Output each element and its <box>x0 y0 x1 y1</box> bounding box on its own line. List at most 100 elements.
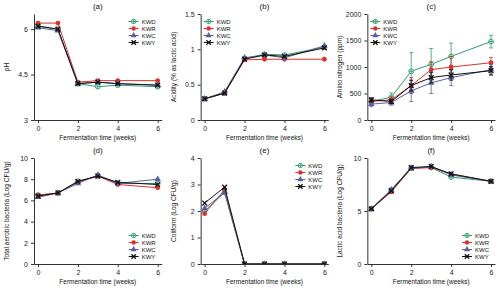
tick-mark <box>284 120 285 123</box>
tick: 6 <box>24 26 34 33</box>
tick-label: 6 <box>323 269 327 276</box>
panel: 024634.56(a)Fermentation time (weeks)pHK… <box>3 2 162 142</box>
tick: 0 <box>24 261 34 268</box>
tick-mark <box>364 41 367 42</box>
data-point <box>56 191 61 196</box>
x-axis: 0246 <box>35 120 163 132</box>
series-line <box>205 48 325 99</box>
tick-mark <box>364 67 367 68</box>
data-point <box>282 54 287 59</box>
axis-line <box>35 120 163 121</box>
legend-marker <box>131 26 135 30</box>
data-point <box>322 262 327 264</box>
series-line <box>38 176 158 195</box>
tick-mark <box>118 120 119 123</box>
panel: 024601234(e)Fermentation time (weeks)Col… <box>170 146 329 286</box>
legend-marker <box>373 40 377 44</box>
x-axis-title: Fermentation time (weeks) <box>393 134 470 142</box>
tick: 1000 <box>346 64 368 71</box>
x-axis-title: Fermentation time (weeks) <box>226 278 303 286</box>
tick-mark <box>364 211 367 212</box>
tick-label: 4 <box>450 269 454 276</box>
x-axis-title: Fermentation time (weeks) <box>226 134 303 142</box>
tick: 1 <box>191 234 201 241</box>
legend-label: KWD <box>142 233 157 239</box>
plot-area <box>35 171 161 199</box>
legend-marker <box>206 19 210 23</box>
data-point <box>261 260 268 264</box>
data-point <box>429 164 434 169</box>
y-axis: 01234 <box>191 155 201 268</box>
series-line <box>371 168 491 209</box>
tick: 4 <box>450 120 454 132</box>
axis-line <box>34 15 35 121</box>
axis-line <box>368 120 496 121</box>
tick: 4 <box>283 120 287 132</box>
series-line <box>38 26 158 85</box>
tick-label: 6 <box>490 125 494 132</box>
data-point <box>449 73 454 78</box>
legend-marker <box>131 19 135 23</box>
legend: KWDKWRKWCKWY <box>462 233 490 260</box>
tick-mark <box>371 264 372 267</box>
tick: 0 <box>370 120 374 132</box>
tick: 6 <box>490 264 494 276</box>
data-point <box>368 205 375 211</box>
axis-line <box>201 120 329 121</box>
tick-mark <box>245 120 246 123</box>
tick: 0 <box>203 120 207 132</box>
tick: 2 <box>410 264 414 276</box>
panel-title: (c) <box>427 2 437 11</box>
legend-marker <box>131 40 135 44</box>
legend-label: KWC <box>308 177 323 183</box>
legend-marker <box>297 176 303 181</box>
tick-mark <box>31 75 34 76</box>
tick-mark <box>198 14 201 15</box>
error-bar <box>389 97 393 103</box>
data-point <box>321 260 328 264</box>
legend-marker <box>465 240 469 244</box>
series-line <box>205 47 325 99</box>
tick-label: 4 <box>283 125 287 132</box>
series-line <box>371 166 491 208</box>
tick: 1.5 <box>185 11 201 18</box>
legend-label: KWR <box>475 240 490 246</box>
tick: 6 <box>156 120 160 132</box>
series-line <box>205 192 325 264</box>
legend-marker <box>206 40 210 44</box>
tick-label: 2 <box>76 269 80 276</box>
series-line <box>38 175 158 197</box>
axis-line <box>201 264 329 265</box>
tick-mark <box>491 264 492 267</box>
data-point <box>154 81 161 87</box>
tick: 0 <box>37 120 41 132</box>
tick-mark <box>198 185 201 186</box>
tick-label: 0 <box>24 261 28 268</box>
series-line <box>205 187 325 264</box>
legend-label: KWC <box>217 33 232 39</box>
legend: KWDKWRKWCKWY <box>370 19 398 46</box>
panel: 02460510(f)Fermentation time (weeks)Lact… <box>336 146 495 286</box>
data-point <box>95 78 102 84</box>
tick: 0 <box>370 264 374 276</box>
data-point <box>489 68 494 73</box>
y-axis: 0500100015002000 <box>346 11 368 124</box>
tick-label: 5 <box>357 208 361 215</box>
legend-label: KWD <box>475 233 490 239</box>
data-point <box>56 21 61 26</box>
tick-mark <box>198 85 201 86</box>
tick: 4 <box>24 218 34 225</box>
legend-marker <box>206 26 210 30</box>
y-axis-title: Acidity (% as lactic acid) <box>170 32 178 102</box>
tick: 2 <box>243 264 247 276</box>
panel-title: (b) <box>260 2 270 11</box>
tick: 6 <box>323 264 327 276</box>
tick-mark <box>451 120 452 123</box>
legend-label: KWR <box>142 26 157 32</box>
y-axis-title: pH <box>3 63 11 72</box>
tick: 4 <box>116 264 120 276</box>
error-bar <box>429 72 433 93</box>
series-line <box>371 63 491 102</box>
tick-label: 6 <box>24 197 28 204</box>
data-point <box>321 42 328 48</box>
